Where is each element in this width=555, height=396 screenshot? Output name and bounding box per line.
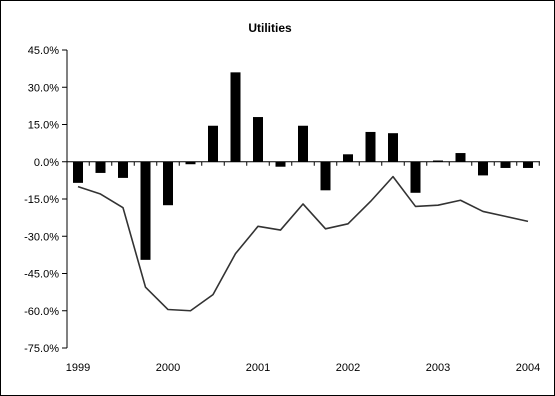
x-tick-label: 1999 xyxy=(66,362,90,374)
x-tick-label: 2003 xyxy=(426,362,450,374)
y-tick-label: -75.0% xyxy=(24,343,59,355)
bar xyxy=(95,161,106,173)
bar xyxy=(500,161,511,168)
x-tick-label: 2002 xyxy=(336,362,360,374)
bar xyxy=(230,72,241,162)
y-tick-label: 15.0% xyxy=(28,120,59,132)
bar xyxy=(163,161,173,206)
x-tick-label: 2001 xyxy=(246,362,270,374)
bar xyxy=(73,161,83,183)
bar xyxy=(118,161,128,178)
bar xyxy=(140,161,151,260)
bar xyxy=(410,161,421,193)
bar xyxy=(185,161,196,165)
bar xyxy=(320,161,331,191)
y-tick-label: -60.0% xyxy=(24,306,59,318)
y-tick-label: 45.0% xyxy=(28,45,59,57)
x-tick-label: 2004 xyxy=(516,362,540,374)
bar xyxy=(343,154,353,162)
bar xyxy=(478,161,488,176)
bar xyxy=(455,153,466,162)
plot-area: 45.0% 30.0% 15.0% 0.0% -15.0% -30.0% -45.0% -60… xyxy=(24,45,540,374)
series-line xyxy=(77,175,529,312)
chart-title: Utilities xyxy=(248,21,292,35)
bar xyxy=(275,161,286,167)
y-tick-label: 0.0% xyxy=(34,157,59,169)
bar xyxy=(365,131,376,162)
bar xyxy=(388,133,398,162)
bar xyxy=(208,125,218,162)
bar xyxy=(433,160,443,162)
y-tick-label: -30.0% xyxy=(24,231,59,243)
bar xyxy=(523,161,533,168)
y-tick-label: 30.0% xyxy=(28,82,59,94)
bar xyxy=(253,117,263,162)
bar xyxy=(298,125,308,162)
y-tick-label: -15.0% xyxy=(24,194,59,206)
y-tick-label: -45.0% xyxy=(24,269,59,281)
x-tick-label: 2000 xyxy=(156,362,180,374)
